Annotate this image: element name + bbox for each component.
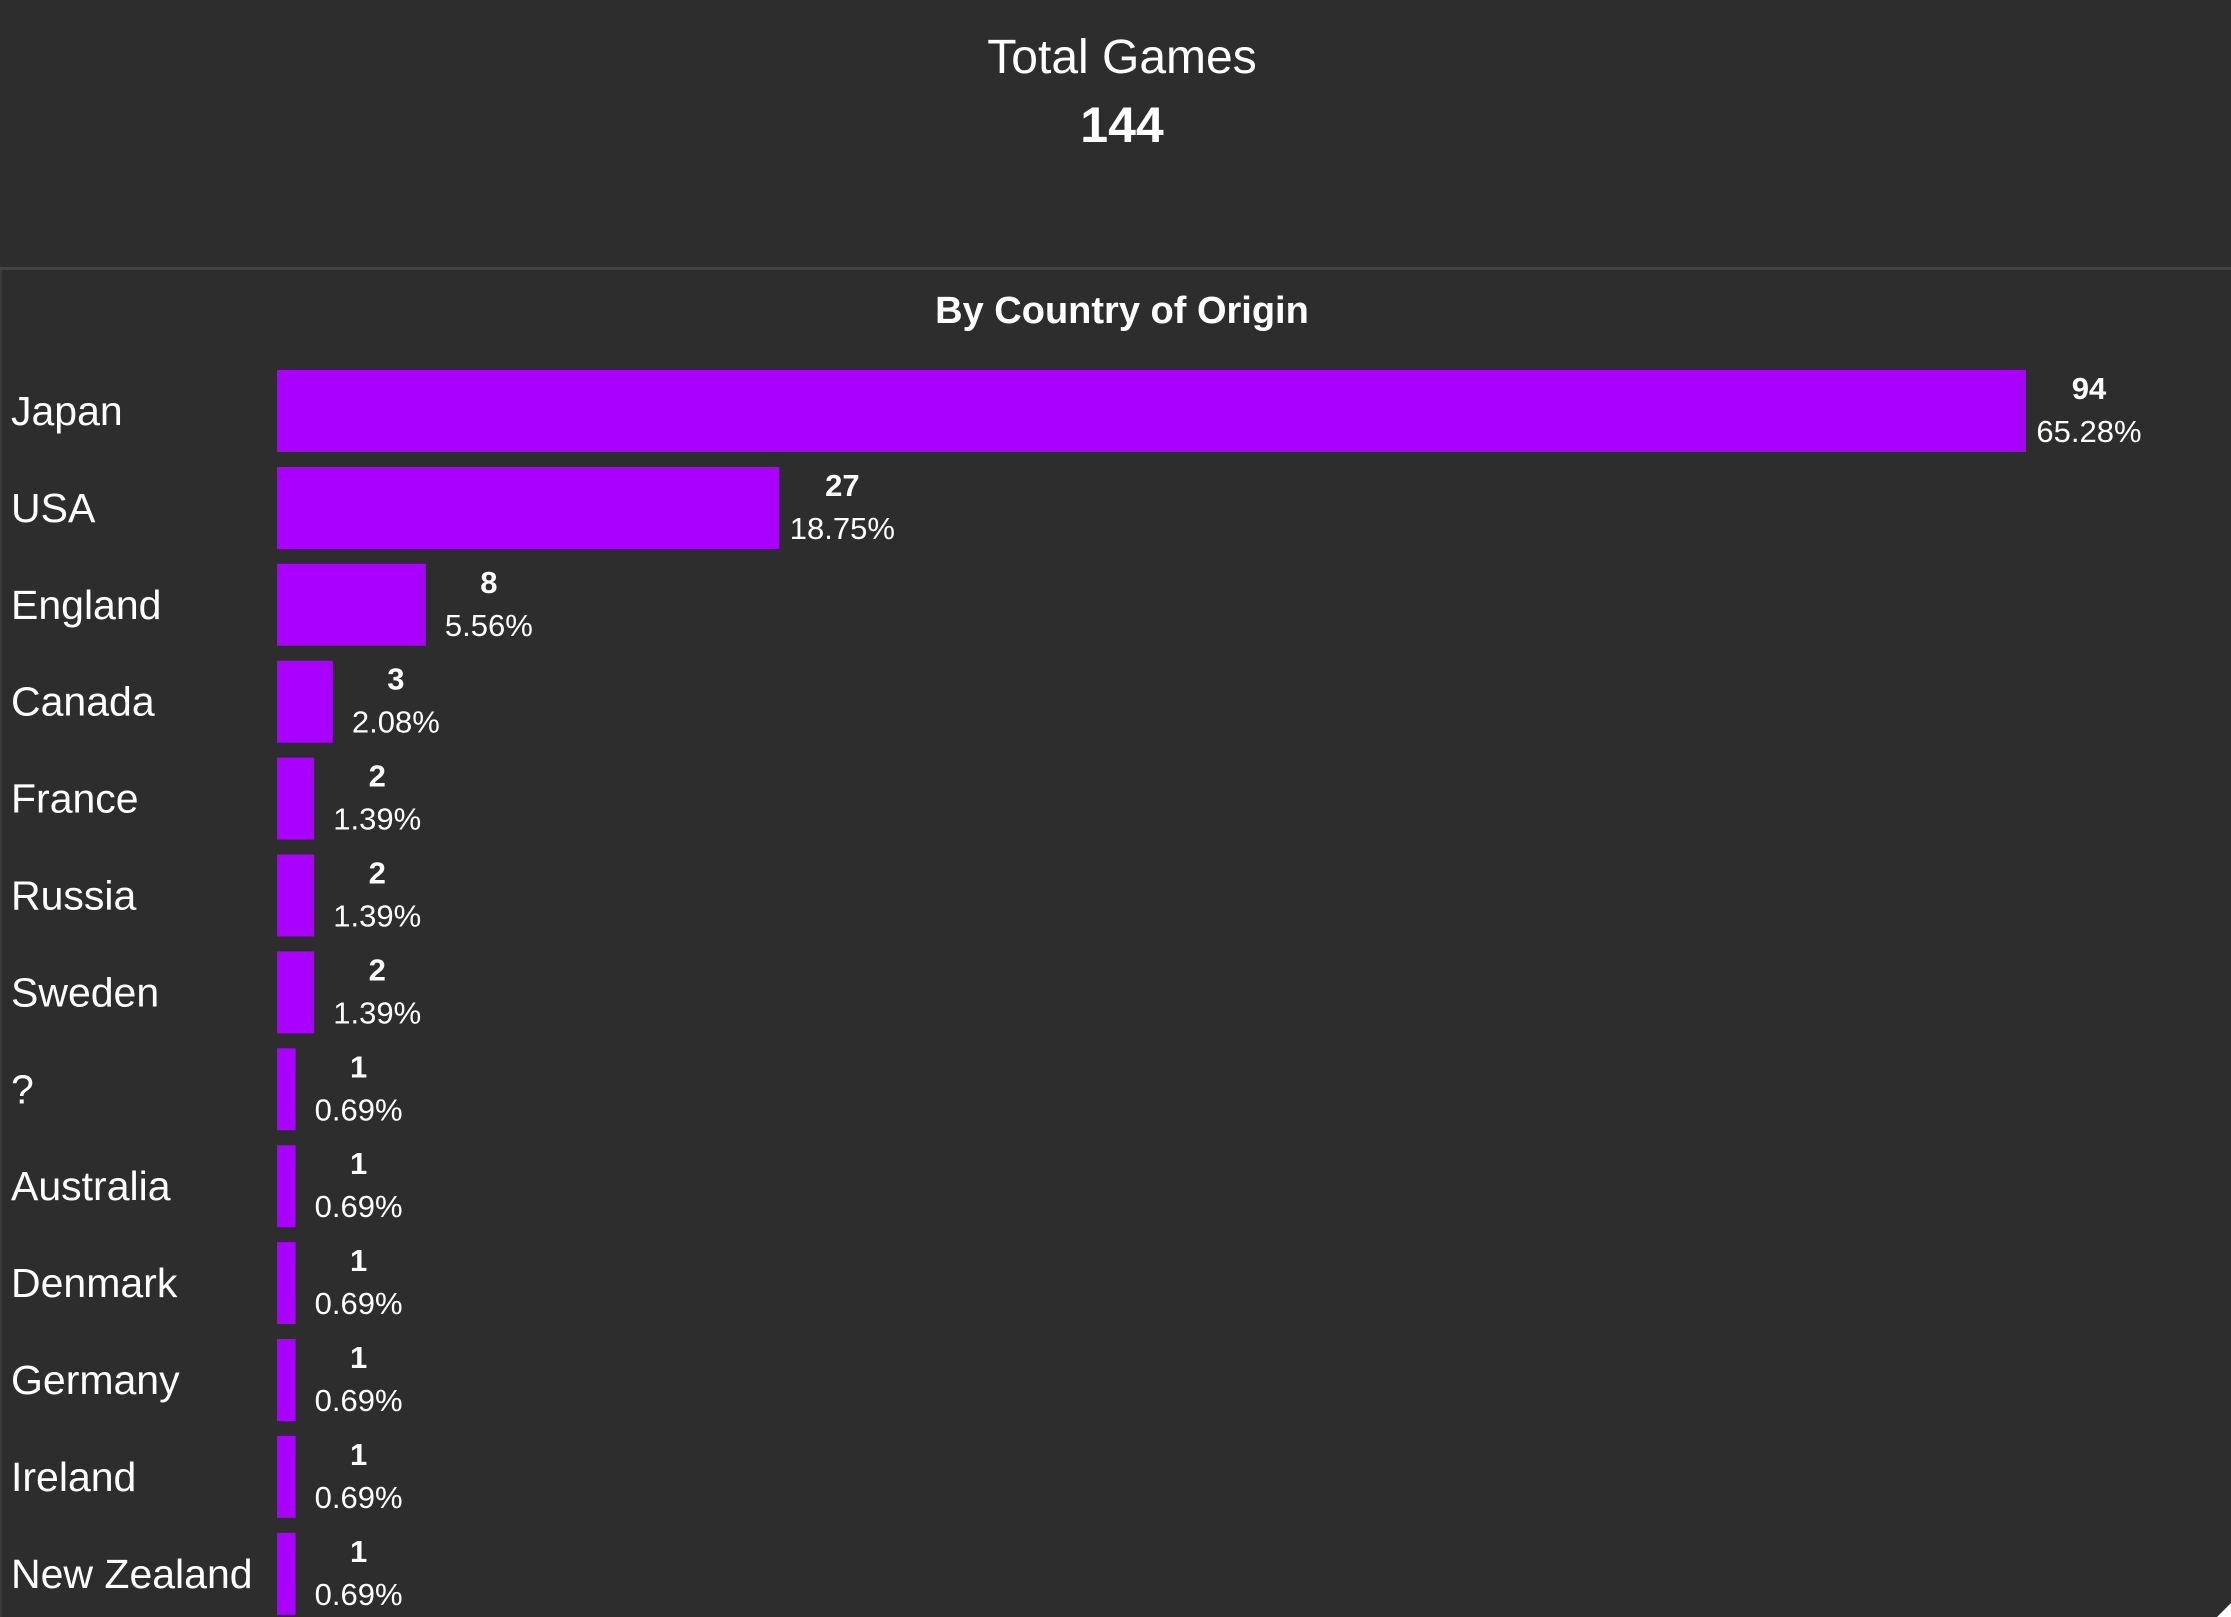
bar (277, 854, 315, 937)
bar (277, 1048, 296, 1131)
section-divider (0, 267, 2231, 270)
category-label: New Zealand (11, 1551, 253, 1597)
data-label-percent: 0.69% (315, 1383, 403, 1418)
data-label-percent: 2.08% (352, 705, 440, 740)
data-label-value: 1 (350, 1049, 367, 1084)
data-label-percent: 18.75% (790, 511, 895, 546)
data-label-value: 2 (369, 952, 386, 987)
data-label-value: 2 (369, 856, 386, 891)
category-label: USA (11, 485, 96, 531)
bar (277, 466, 780, 549)
data-label-value: 3 (387, 662, 404, 697)
bar (277, 951, 315, 1034)
data-label-value: 27 (825, 468, 859, 503)
bar (277, 563, 426, 646)
data-label-value: 2 (369, 759, 386, 794)
category-label: Canada (11, 679, 155, 725)
bar (277, 757, 315, 840)
bar (277, 1435, 296, 1518)
bar (277, 1339, 296, 1421)
data-label-value: 8 (480, 565, 497, 600)
data-label-value: 1 (350, 1437, 367, 1472)
data-label-percent: 5.56% (445, 608, 533, 643)
bar (277, 1145, 296, 1228)
category-label: Ireland (11, 1454, 136, 1500)
data-label-value: 1 (350, 1243, 367, 1278)
category-label: Sweden (11, 969, 159, 1015)
data-label-percent: 1.39% (333, 995, 421, 1030)
bar (277, 1242, 296, 1325)
data-label-value: 1 (350, 1340, 367, 1375)
category-label: France (11, 776, 139, 822)
data-label-value: 1 (350, 1534, 367, 1569)
category-label: Denmark (11, 1260, 178, 1306)
category-label: Australia (11, 1163, 171, 1209)
data-label-value: 94 (2072, 371, 2107, 406)
data-label-value: 1 (350, 1146, 367, 1181)
kpi-header: Total Games 144 (0, 0, 2231, 268)
data-label-percent: 0.69% (315, 1577, 403, 1612)
data-label-percent: 1.39% (333, 899, 421, 934)
kpi-title: Total Games (987, 31, 1257, 84)
data-label-percent: 0.69% (315, 1092, 403, 1127)
category-label: Russia (11, 873, 137, 919)
data-label-percent: 0.69% (315, 1286, 403, 1321)
category-label: Japan (11, 388, 123, 434)
data-label-percent: 65.28% (2036, 414, 2141, 449)
data-label-percent: 1.39% (333, 802, 421, 837)
bar (277, 1532, 296, 1615)
resize-cursor-icon (2217, 1603, 2231, 1617)
category-label: ? (11, 1066, 34, 1112)
kpi-value: 144 (1080, 97, 1164, 153)
chart-title: By Country of Origin (935, 290, 1309, 332)
data-label-percent: 0.69% (315, 1189, 403, 1224)
bar (277, 370, 2026, 452)
bar (277, 660, 333, 743)
category-label: England (11, 582, 161, 628)
category-label: Germany (11, 1357, 180, 1403)
data-label-percent: 0.69% (315, 1480, 403, 1515)
